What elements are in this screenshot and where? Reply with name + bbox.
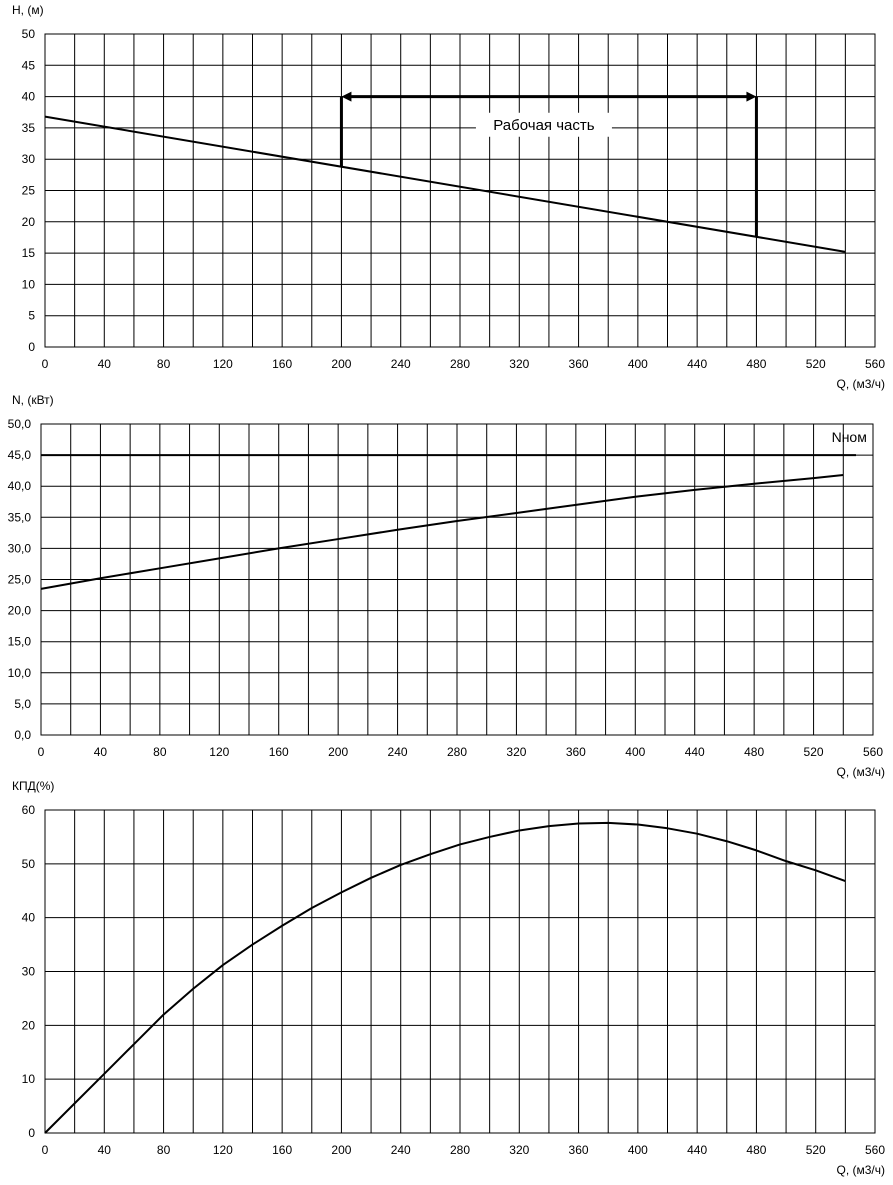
series-line-efficiency — [44, 821, 846, 1134]
x-tick-label: 80 — [153, 745, 167, 759]
y-tick-label: 10,0 — [8, 666, 32, 680]
chart-head: 0 40 80 120 160 200 240 280 320 360 400 440 480 520 56… — [12, 3, 885, 391]
x-tick-label: 160 — [269, 745, 289, 759]
x-tick-label: 520 — [804, 745, 824, 759]
y-tick-label: 25 — [22, 184, 36, 198]
y-tick-label: 30,0 — [8, 541, 32, 555]
y-tick-label: 45 — [22, 58, 36, 72]
arrowhead-left-icon — [341, 91, 352, 102]
y-tick-label: 40 — [22, 90, 36, 104]
y-tick-label: 35 — [22, 121, 36, 135]
x-tick-label: 0 — [38, 745, 45, 759]
x-tick-label: 320 — [506, 745, 526, 759]
y-tick-label: 0 — [28, 1126, 35, 1140]
x-tick-label: 240 — [391, 1143, 411, 1157]
x-tick-label: 400 — [628, 1143, 648, 1157]
y-tick-label: 15 — [22, 246, 36, 260]
x-tick-label: 80 — [157, 1143, 171, 1157]
x-tick-label: 320 — [509, 357, 529, 371]
x-tick-label: 200 — [331, 1143, 351, 1157]
y-tick-label: 15,0 — [8, 635, 32, 649]
x-tick-label: 240 — [391, 357, 411, 371]
x-tick-label: 440 — [687, 1143, 707, 1157]
x-tick-label: 40 — [98, 1143, 112, 1157]
chart-efficiency: 0 40 80 120 160 200 240 280 320 360 400 440 480 520 56… — [12, 779, 885, 1177]
x-tick-label: 120 — [209, 745, 229, 759]
y-tick-label: 45,0 — [8, 448, 32, 462]
x-tick-label: 160 — [272, 357, 292, 371]
x-tick-label: 360 — [566, 745, 586, 759]
x-tick-label: 240 — [388, 745, 408, 759]
nominal-power-label: Nном — [832, 429, 867, 445]
x-tick-label: 360 — [569, 357, 589, 371]
y-tick-label: 60 — [22, 803, 36, 817]
x-tick-label: 480 — [744, 745, 764, 759]
x-axis-label: Q, (м3/ч) — [836, 765, 885, 779]
x-tick-label: 280 — [450, 1143, 470, 1157]
x-tick-label: 560 — [865, 357, 885, 371]
y-tick-label: 20 — [22, 215, 36, 229]
y-axis-label: H, (м) — [12, 3, 44, 17]
x-tick-label: 40 — [94, 745, 108, 759]
x-axis-label: Q, (м3/ч) — [836, 377, 885, 391]
working-range-label: Рабочая часть — [493, 117, 594, 134]
x-tick-label: 200 — [331, 357, 351, 371]
arrowhead-right-icon — [746, 91, 757, 102]
x-tick-label: 80 — [157, 357, 171, 371]
y-tick-label: 0 — [28, 340, 35, 354]
x-tick-label: 0 — [42, 1143, 49, 1157]
x-tick-label: 120 — [213, 357, 233, 371]
y-tick-label: 40,0 — [8, 479, 32, 493]
x-tick-label: 40 — [98, 357, 112, 371]
x-tick-label: 200 — [328, 745, 348, 759]
x-tick-label: 480 — [746, 357, 766, 371]
y-tick-label: 30 — [22, 965, 36, 979]
y-tick-label: 10 — [22, 1072, 36, 1086]
y-tick-label: 20,0 — [8, 604, 32, 618]
x-axis-label: Q, (м3/ч) — [836, 1163, 885, 1177]
y-tick-label: 40 — [22, 911, 36, 925]
y-tick-label: 5 — [28, 309, 35, 323]
x-tick-label: 480 — [746, 1143, 766, 1157]
y-axis-label: N, (кВт) — [12, 393, 54, 407]
y-tick-label: 5,0 — [14, 697, 31, 711]
x-tick-label: 400 — [628, 357, 648, 371]
working-range-label-bg — [475, 112, 612, 137]
y-tick-label: 30 — [22, 152, 36, 166]
x-tick-label: 120 — [213, 1143, 233, 1157]
y-tick-label: 50 — [22, 857, 36, 871]
y-tick-label: 0,0 — [14, 728, 31, 742]
x-tick-label: 280 — [450, 357, 470, 371]
y-tick-label: 35,0 — [8, 510, 32, 524]
y-tick-label: 20 — [22, 1018, 36, 1032]
x-tick-label: 560 — [865, 1143, 885, 1157]
x-tick-label: 400 — [625, 745, 645, 759]
x-tick-label: 280 — [447, 745, 467, 759]
x-tick-label: 0 — [42, 357, 49, 371]
y-tick-label: 50,0 — [8, 417, 32, 431]
x-tick-label: 360 — [569, 1143, 589, 1157]
x-tick-label: 520 — [806, 357, 826, 371]
x-tick-label: 520 — [806, 1143, 826, 1157]
y-tick-label: 25,0 — [8, 573, 32, 587]
series-line-power — [40, 474, 844, 590]
chart-power: 0 40 80 120 160 200 240 280 320 360 400 440 480 520 56… — [8, 393, 885, 779]
x-tick-label: 440 — [685, 745, 705, 759]
x-tick-label: 160 — [272, 1143, 292, 1157]
x-tick-label: 560 — [863, 745, 883, 759]
x-tick-label: 320 — [509, 1143, 529, 1157]
y-tick-label: 50 — [22, 27, 36, 41]
series-line-head — [44, 115, 846, 253]
y-tick-label: 10 — [22, 277, 36, 291]
x-tick-label: 440 — [687, 357, 707, 371]
y-axis-label: КПД(%) — [12, 779, 54, 793]
